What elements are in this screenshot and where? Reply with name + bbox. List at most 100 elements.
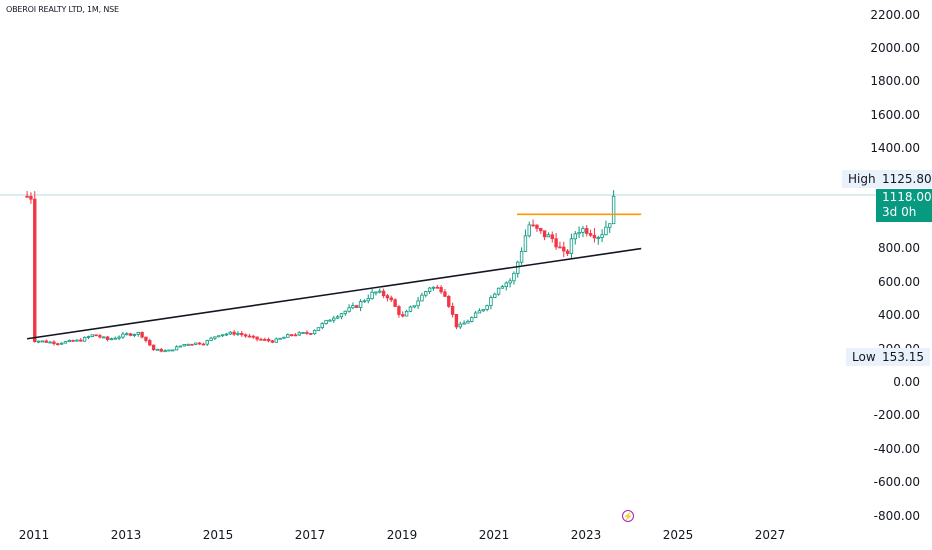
candle-body [236,332,240,335]
candle-body [485,305,489,310]
candle-body [332,317,336,321]
candle-body [435,286,439,289]
candle-body [132,333,137,336]
time-axis-tick: 2017 [294,528,326,542]
candle-body [431,286,436,289]
candle-body [44,340,48,343]
candle-body [278,337,282,340]
candle-body [420,294,424,302]
price-axis-tick: 1400.00 [870,141,920,156]
candle-body [378,290,382,293]
candle-body [592,234,597,239]
candle-body [351,305,355,309]
candle-body [542,230,547,238]
candle-body [59,342,64,345]
high-value: 1125.80 [876,170,932,188]
candle-body [159,348,163,352]
price-axis-tick: -200.00 [873,408,920,423]
candle-body [600,234,604,238]
bar-countdown: 3d 0h [882,205,917,219]
candle-body [550,234,554,240]
price-axis-tick: -400.00 [873,441,920,456]
time-axis-tick: 2015 [202,528,234,542]
candle-body [270,340,275,343]
candle-body [374,291,378,294]
candlestick-series [25,190,616,353]
low-value: 153.15 [876,348,930,366]
candle-body [67,339,71,342]
lightning-icon[interactable]: ⚡ [622,510,634,522]
candle-body [404,310,409,317]
candle-body [228,331,232,335]
candle-body [385,295,390,299]
candle-body [220,334,225,337]
candle-body [408,306,413,312]
candle-body [105,336,110,340]
last-price-badge: 1118.00 3d 0h [876,189,932,222]
candle-body [289,334,294,337]
candle-body [155,348,160,351]
candle-body [343,310,347,315]
candle-body [251,335,255,338]
price-axis-tick: 600.00 [878,274,920,289]
time-axis-tick: 2027 [754,528,786,542]
candle-body [416,300,420,307]
candle-body [477,310,482,314]
price-axis-tick: 2200.00 [870,7,920,22]
price-axis-tick: 400.00 [878,308,920,323]
candle-body [473,312,478,318]
candle-body [82,337,87,342]
candle-body [282,336,286,339]
candle-body [309,333,313,335]
candle-body [450,305,455,315]
candle-body [75,339,79,342]
candle-body [328,319,332,322]
candle-body [588,233,593,236]
candle-body [25,195,29,198]
candle-body [531,224,535,227]
candle-body [128,333,133,336]
candle-body [29,196,33,200]
candle-body [355,305,359,308]
candle-body [224,333,229,336]
candle-body [604,226,608,236]
candle-body [573,233,577,240]
candle-body [240,332,244,336]
candle-body [213,336,217,339]
last-price: 1118.00 [882,190,932,204]
candle-body [94,334,98,337]
candle-body [266,339,271,342]
candle-body [347,307,351,312]
candle-body [209,337,213,341]
candle-body [458,323,462,328]
ascending-trendline[interactable] [26,247,642,340]
candle-body [121,333,125,338]
candle-body [370,291,374,299]
candle-body [466,321,470,324]
candle-body [470,317,474,322]
candle-body [412,305,416,308]
candle-body [447,296,451,307]
price-axis-tick: 800.00 [878,241,920,256]
candle-body [232,331,236,335]
time-axis-tick: 2011 [18,528,50,542]
candle-body [33,198,37,342]
candle-body [263,339,267,341]
candle-body [454,313,459,328]
candle-body [186,343,190,346]
candle-body [381,290,386,297]
price-axis-tick: -800.00 [873,508,920,523]
candle-body [190,343,194,346]
candle-body [243,334,248,337]
candle-body [358,301,363,308]
price-axis-tick: -600.00 [873,475,920,490]
candle-body [259,338,263,341]
candle-body [366,298,370,302]
candle-body [335,316,340,319]
candle-body [316,327,321,331]
candle-body [140,331,144,338]
candle-body [98,335,102,338]
candle-body [86,336,91,338]
candle-body [151,344,156,351]
